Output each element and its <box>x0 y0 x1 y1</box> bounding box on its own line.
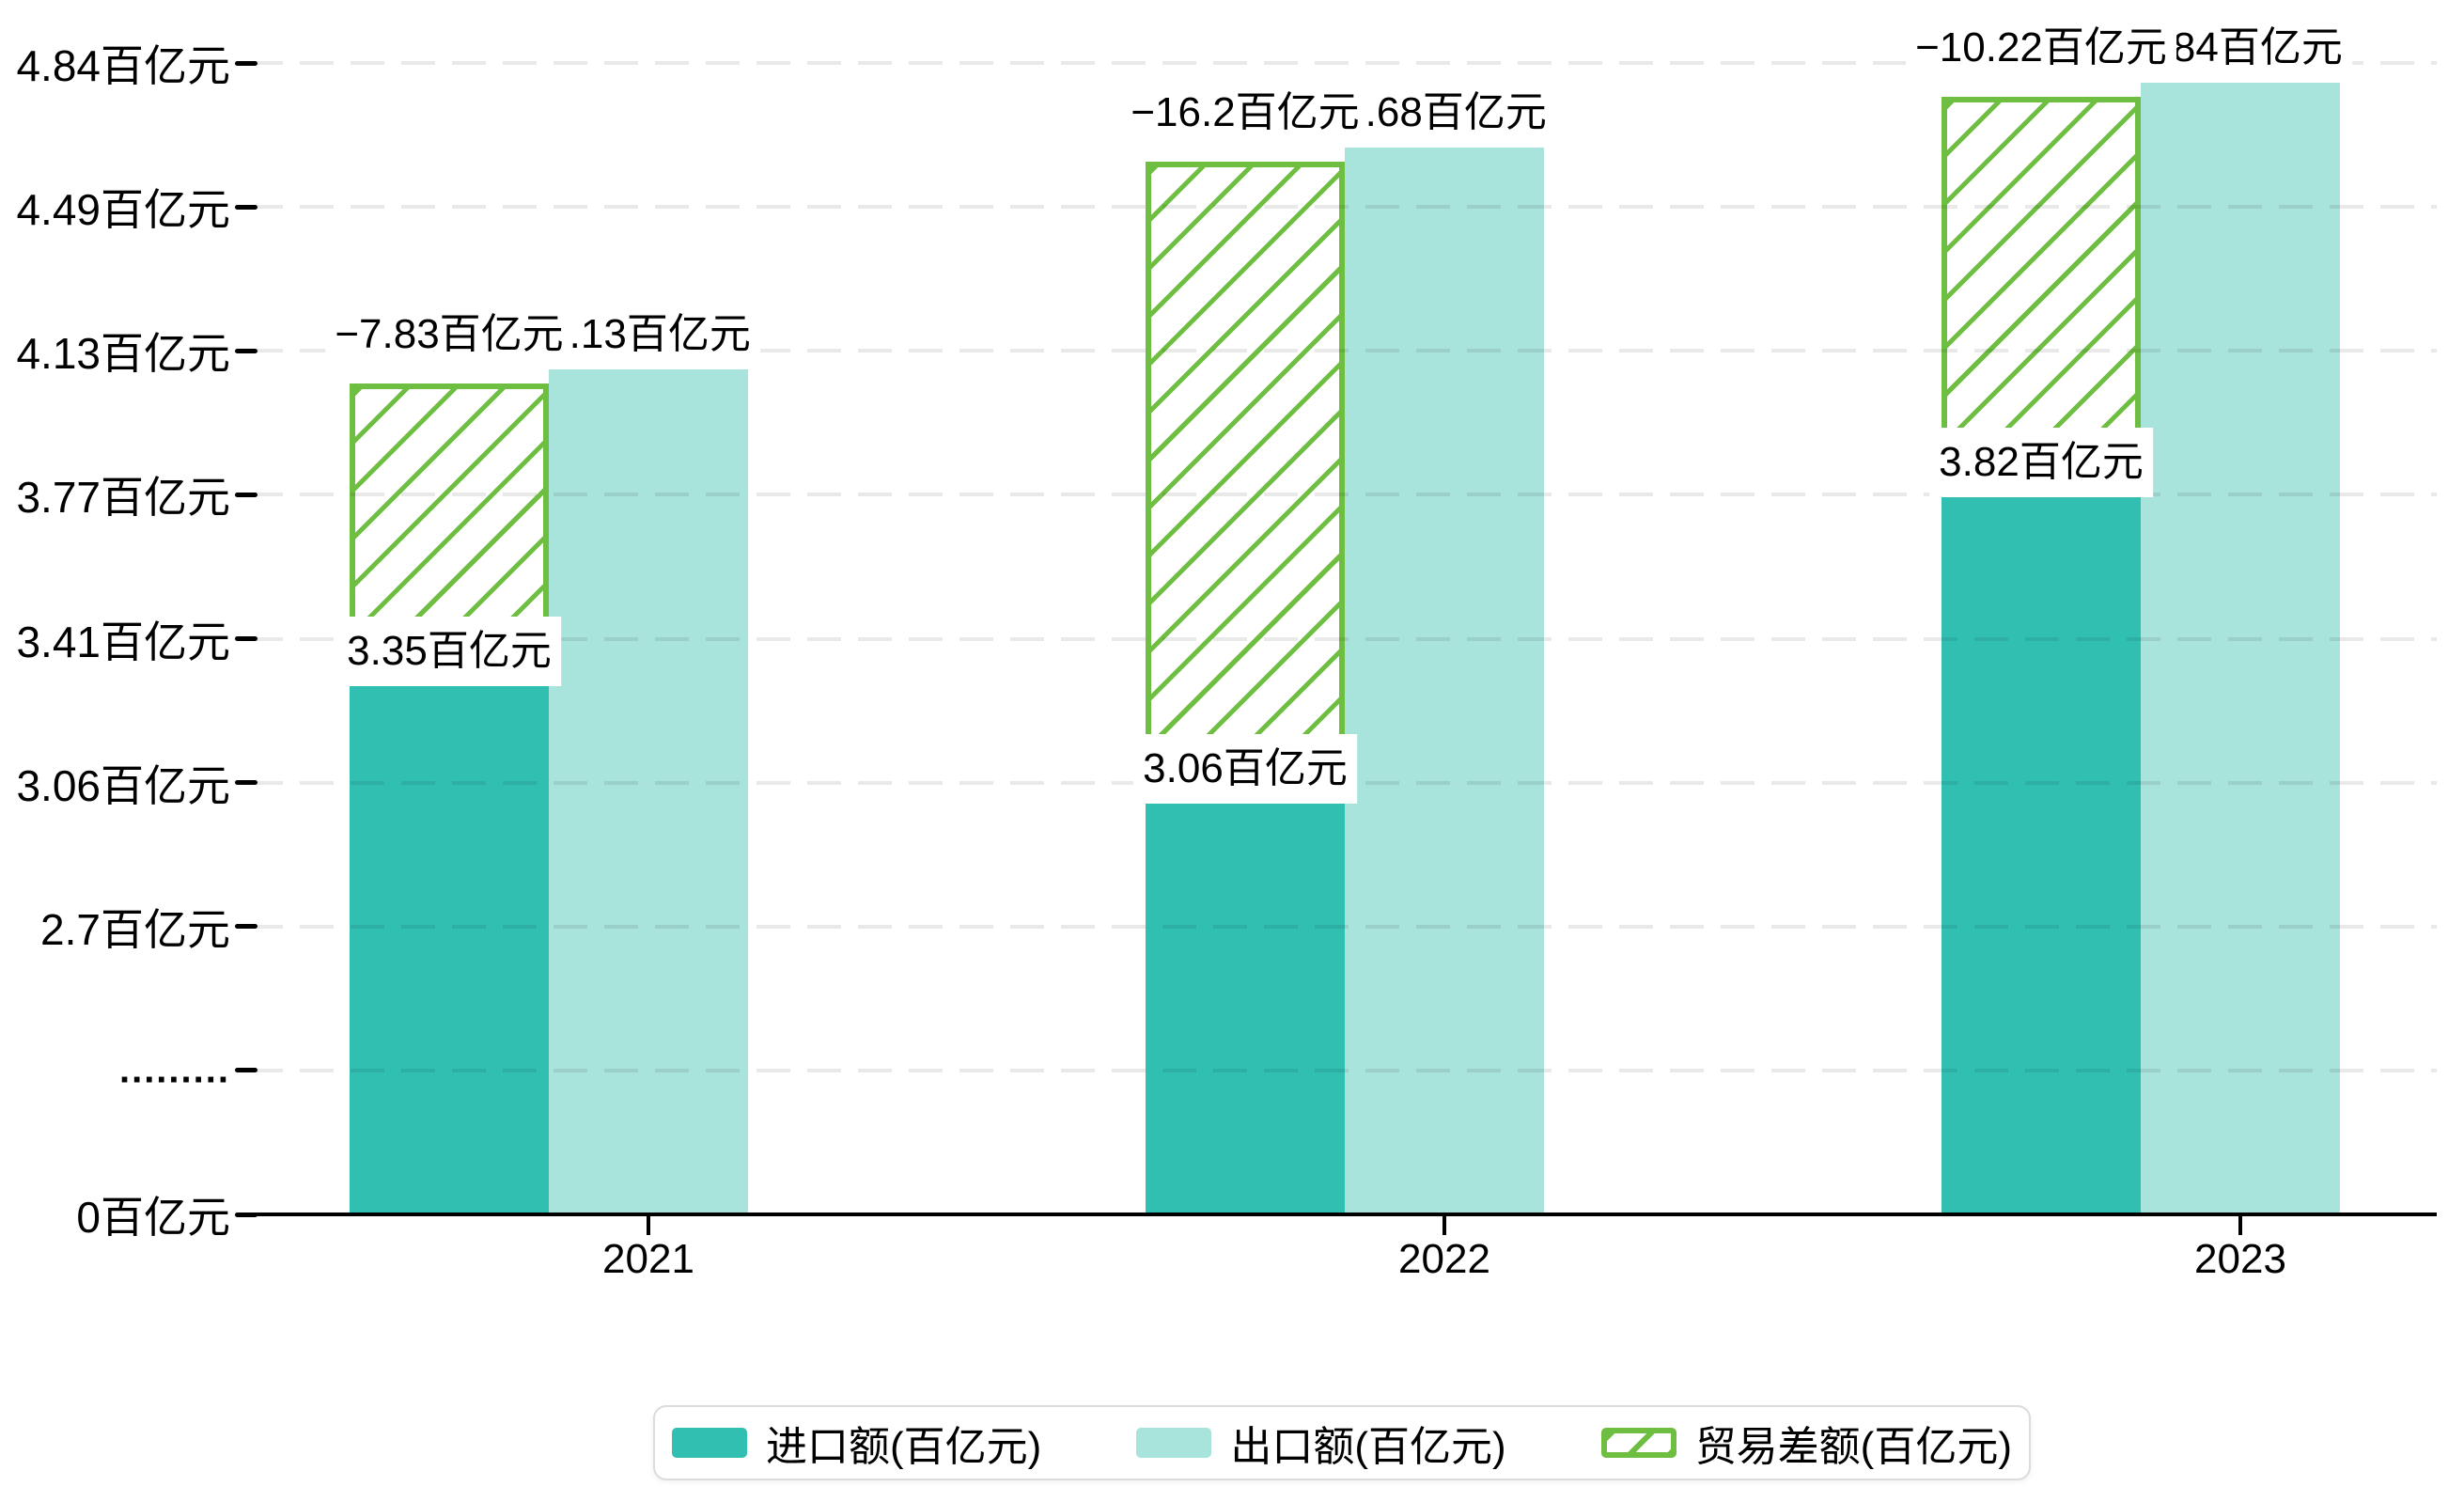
gridline <box>249 349 2437 353</box>
y-axis-label: 2.7百亿元 <box>40 904 230 954</box>
trade-balance-value-label-2021: −7.83百亿元 <box>325 299 573 369</box>
import-value-label-2023: 3.82百亿元 <box>1929 427 2153 497</box>
x-axis-line <box>238 1213 2437 1216</box>
y-axis-tick <box>235 780 257 786</box>
import-bar-2021[interactable] <box>350 664 549 1214</box>
gridline <box>249 636 2437 641</box>
x-axis-tick-2021 <box>647 1214 650 1235</box>
import-value-label-2021: 3.35百亿元 <box>337 617 561 687</box>
y-axis-tick <box>235 348 257 353</box>
x-axis-label-2023: 2023 <box>2194 1236 2286 1282</box>
import-bar-2023[interactable] <box>1942 474 2141 1214</box>
x-axis-label-2022: 2022 <box>1398 1236 1490 1282</box>
gridline <box>249 924 2437 929</box>
trade-balance-value-label-2023: −10.22百亿元 <box>1906 12 2176 83</box>
import-swatch-icon <box>672 1428 747 1458</box>
legend-item-export[interactable]: 出口额(百亿元) <box>1136 1413 1506 1473</box>
export-swatch-icon <box>1136 1428 1212 1458</box>
y-axis-label: 3.41百亿元 <box>16 617 230 666</box>
gridline <box>249 61 2437 65</box>
export-value-label-2022: 4.68百亿元 <box>1333 77 1556 148</box>
legend-label-import: 进口额(百亿元) <box>766 1424 1042 1470</box>
gridline <box>249 493 2437 497</box>
y-axis-label: 3.77百亿元 <box>16 473 230 523</box>
legend-label-trade-balance: 贸易差额(百亿元) <box>1694 1424 2012 1470</box>
import-value-label-2022: 3.06百亿元 <box>1133 733 1357 804</box>
x-axis-tick-2022 <box>1443 1214 1446 1235</box>
y-axis-tick <box>235 1068 257 1073</box>
legend: 进口额(百亿元) 出口额(百亿元) 贸易差额(百亿元) <box>653 1405 2031 1480</box>
y-axis-tick <box>235 492 257 497</box>
y-axis-tick <box>235 60 257 66</box>
x-axis-tick-2023 <box>2238 1214 2242 1235</box>
y-axis-label: 4.84百亿元 <box>16 41 230 90</box>
y-axis-break-dots: ......... <box>118 1049 230 1091</box>
export-bar-2022[interactable] <box>1345 127 1544 1214</box>
trade-balance-value-label-2022: −16.2百亿元 <box>1121 77 1369 148</box>
trade-balance-bar-2022[interactable] <box>1146 161 1345 781</box>
x-axis-label-2021: 2021 <box>602 1236 694 1282</box>
import-bar-2022[interactable] <box>1146 780 1345 1214</box>
y-axis-label: 4.13百亿元 <box>16 329 230 379</box>
legend-label-export: 出口额(百亿元) <box>1230 1424 1506 1470</box>
y-axis-label: 0百亿元 <box>76 1193 230 1242</box>
legend-item-trade-balance[interactable]: 贸易差额(百亿元) <box>1600 1413 2012 1473</box>
export-value-label-2021: 4.13百亿元 <box>537 299 760 369</box>
y-axis-label: 4.49百亿元 <box>16 185 230 235</box>
y-axis-tick <box>235 636 257 641</box>
gridline <box>249 205 2437 210</box>
trade-balance-hatch-swatch-icon <box>1600 1428 1676 1458</box>
legend-item-import[interactable]: 进口额(百亿元) <box>672 1413 1041 1473</box>
y-axis-tick <box>235 204 257 210</box>
y-axis-label: 3.06百亿元 <box>16 760 230 810</box>
y-axis-tick <box>235 924 257 930</box>
export-bar-2023[interactable] <box>2141 62 2340 1214</box>
export-bar-2021[interactable] <box>549 349 748 1214</box>
trade-balance-bar-2023[interactable] <box>1942 96 2141 475</box>
gridline <box>249 1068 2437 1072</box>
